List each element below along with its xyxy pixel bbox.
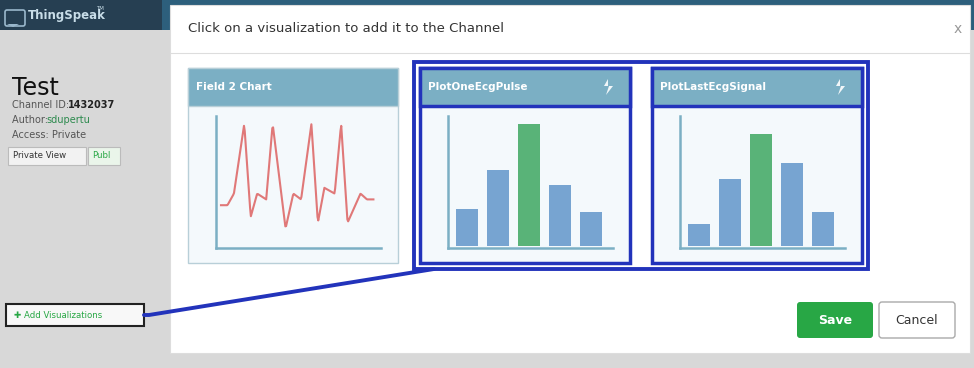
Bar [414,62,868,269]
Bar [188,68,398,263]
Text: Cancel: Cancel [896,314,938,326]
Bar [8,147,86,165]
Bar [719,179,741,246]
Bar [750,134,772,246]
Text: 1432037: 1432037 [68,100,115,110]
Bar [580,212,602,246]
Text: Test: Test [12,76,58,100]
Text: Field 2 Chart: Field 2 Chart [196,82,272,92]
Bar [0,0,974,30]
Text: Commercial U...: Commercial U... [840,10,923,20]
Polygon shape [7,24,19,27]
Bar [781,163,803,246]
Polygon shape [604,79,613,95]
Bar [88,147,120,165]
Text: x: x [954,22,962,36]
Bar [812,212,834,246]
Polygon shape [836,79,845,95]
Text: Channel ID:: Channel ID: [12,100,72,110]
Bar [170,5,970,353]
Text: ThingSpeak: ThingSpeak [28,8,106,21]
Text: PlotOneEcgPulse: PlotOneEcgPulse [428,82,528,92]
Bar [688,224,710,246]
Bar [420,68,630,263]
Text: Private View: Private View [13,152,66,160]
FancyBboxPatch shape [879,302,955,338]
Bar [456,209,478,246]
Text: Access: Private: Access: Private [12,130,86,140]
Bar [0,0,162,30]
Text: sdupertu: sdupertu [46,115,90,125]
Bar [487,170,509,246]
Bar [0,30,162,368]
Text: Click on a visualization to add it to the Channel: Click on a visualization to add it to th… [188,22,504,35]
Text: Apps ▾: Apps ▾ [255,10,289,20]
Bar [518,124,540,246]
Bar [652,68,862,106]
Text: PlotLastEcgSignal: PlotLastEcgSignal [660,82,766,92]
FancyBboxPatch shape [797,302,873,338]
Text: ✚ Add Visualizations: ✚ Add Visualizations [14,311,102,319]
Text: TM: TM [96,7,104,11]
Text: Devices ▾: Devices ▾ [310,10,359,20]
Text: Publ: Publ [92,152,110,160]
Text: Author:: Author: [12,115,51,125]
Bar [652,68,862,263]
Bar [188,68,398,106]
Bar [549,185,571,246]
Text: Support ▾: Support ▾ [368,10,418,20]
Bar [6,304,144,326]
Text: Save: Save [818,314,852,326]
Bar [420,68,630,106]
Text: Channels ▾: Channels ▾ [182,10,239,20]
